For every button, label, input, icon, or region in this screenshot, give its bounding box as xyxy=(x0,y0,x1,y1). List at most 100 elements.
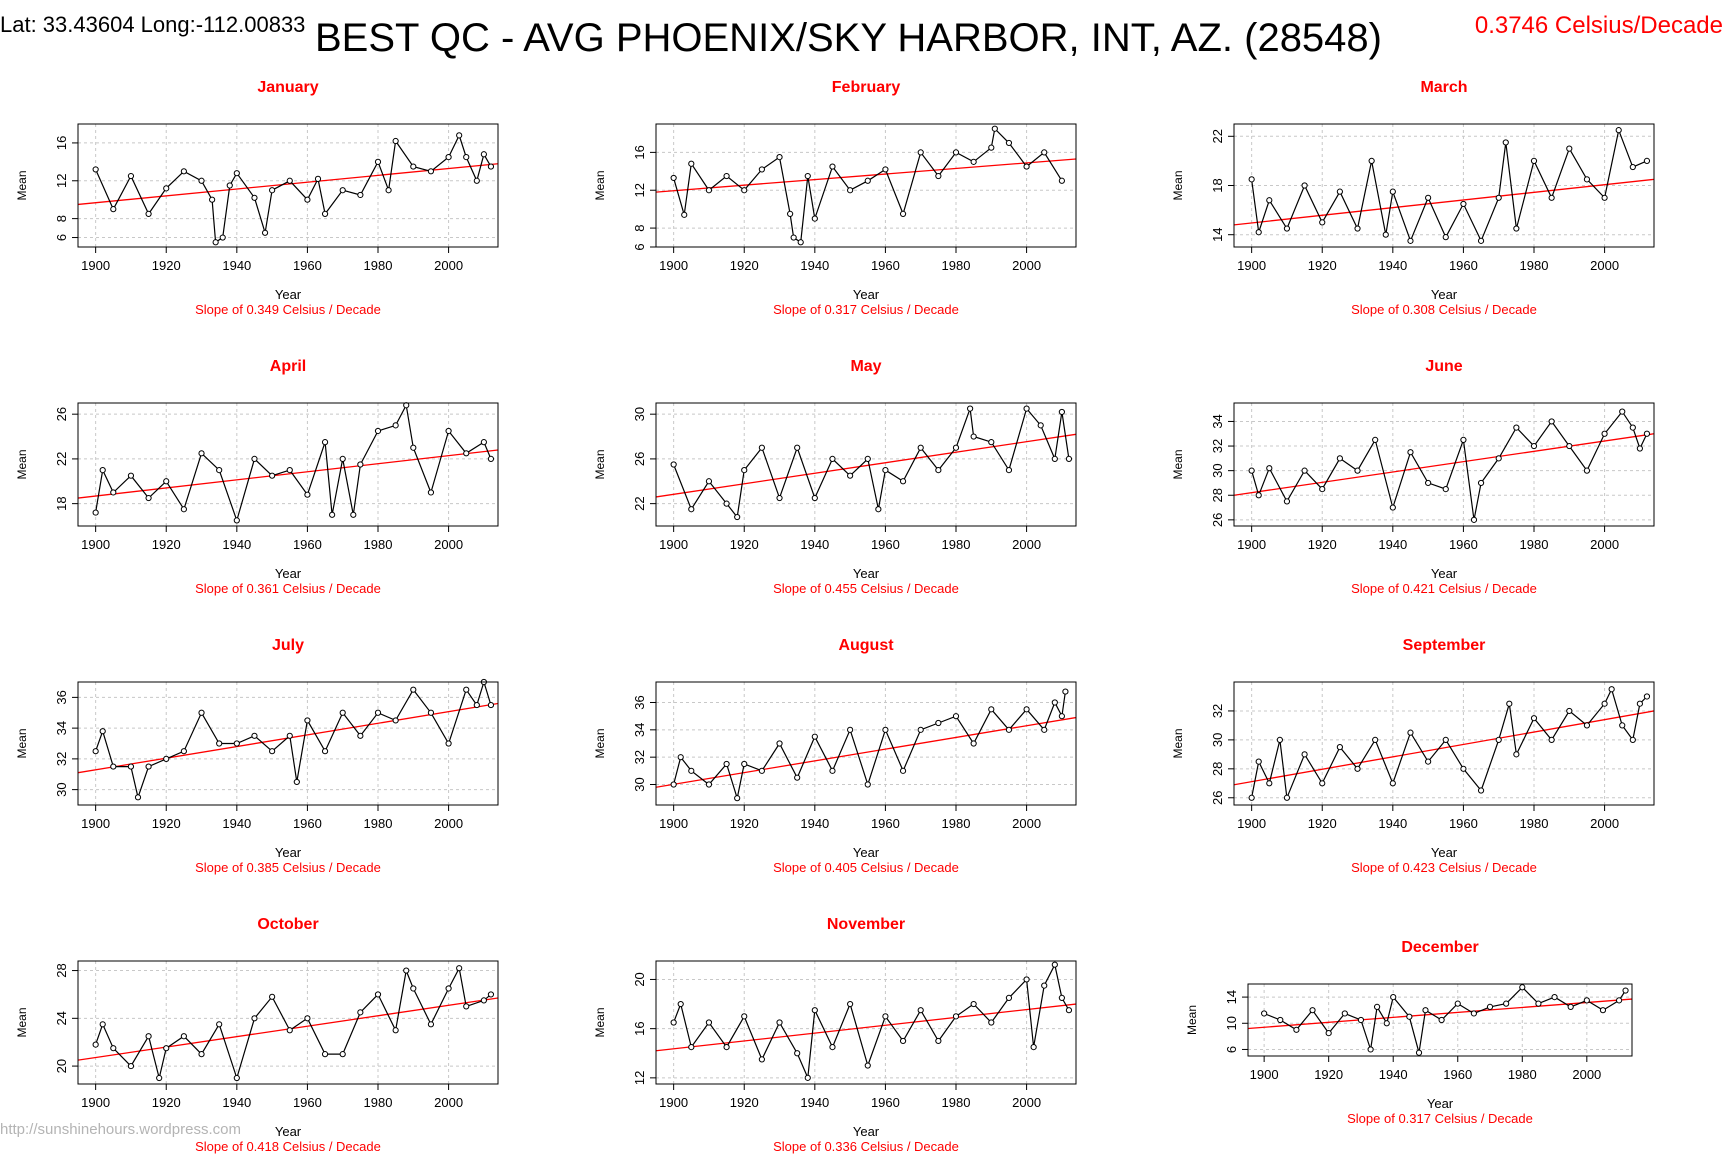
slope-label: Slope of 0.361 Celsius / Decade xyxy=(195,581,381,596)
data-point xyxy=(385,187,392,194)
data-point xyxy=(127,472,135,479)
trend-line xyxy=(1234,178,1654,226)
data-point xyxy=(1460,765,1467,772)
data-point xyxy=(427,489,435,496)
x-tick-label: 2000 xyxy=(1012,537,1041,552)
data-point xyxy=(198,1051,205,1058)
chart-june: 1900 1920 1940 1960 1980 2000 26 28 30 32 34 June Ye… xyxy=(1171,358,1655,596)
data-point xyxy=(321,748,329,755)
slope-label: Slope of 0.349 Celsius / Decade xyxy=(195,302,381,317)
data-point xyxy=(1583,467,1591,474)
data-point xyxy=(1486,1003,1494,1011)
data-point xyxy=(233,1074,240,1082)
plot-frame xyxy=(655,681,1077,806)
data-point xyxy=(935,719,942,727)
x-tick-label: 2000 xyxy=(1012,258,1041,273)
data-point xyxy=(1319,219,1326,226)
x-tick-label: 1900 xyxy=(81,1095,110,1110)
slope-label: Slope of 0.336 Celsius / Decade xyxy=(773,1139,959,1154)
y-tick-label: 30 xyxy=(632,407,647,421)
data-point xyxy=(350,511,357,518)
data-point xyxy=(741,187,748,194)
x-tick-label: 1900 xyxy=(81,537,110,552)
data-point xyxy=(1382,231,1389,238)
x-tick-label: 2000 xyxy=(1012,1095,1041,1110)
data-point xyxy=(374,709,382,716)
y-tick-label: 22 xyxy=(54,452,69,466)
data-point xyxy=(269,187,276,194)
data-point xyxy=(864,177,871,184)
data-point xyxy=(758,444,765,451)
data-point xyxy=(952,1013,960,1020)
data-point xyxy=(145,763,152,770)
data-point xyxy=(1629,163,1636,171)
chart-title: September xyxy=(1403,637,1486,654)
y-tick-label: 16 xyxy=(632,1021,647,1035)
data-point xyxy=(1548,736,1555,743)
data-point xyxy=(216,740,223,747)
data-point xyxy=(1030,1044,1037,1051)
data-point xyxy=(145,1033,152,1040)
data-point xyxy=(811,733,818,740)
data-point xyxy=(357,732,364,739)
data-point xyxy=(1354,225,1361,232)
x-axis-label: Year xyxy=(275,1124,302,1139)
data-point xyxy=(403,967,410,974)
data-point xyxy=(723,760,730,768)
chart-march: 1900 1920 1940 1960 1980 2000 14 18 22 March YearS… xyxy=(1171,79,1655,317)
data-point xyxy=(410,163,417,170)
data-point xyxy=(374,158,382,165)
trend-line xyxy=(656,1003,1076,1052)
x-axis-label: Year xyxy=(853,287,880,302)
data-point xyxy=(1373,1003,1381,1011)
watermark: http://sunshinehours.wordpress.com xyxy=(0,1121,241,1138)
x-tick-label: 1900 xyxy=(1237,537,1266,552)
x-tick-label: 1900 xyxy=(659,1095,688,1110)
data-point xyxy=(1636,700,1643,707)
y-tick-label: 16 xyxy=(54,136,69,150)
data-point xyxy=(1407,237,1414,244)
x-tick-label: 1960 xyxy=(1443,1067,1472,1082)
y-tick-label: 36 xyxy=(54,690,69,704)
chart-title: August xyxy=(838,637,894,654)
series-line xyxy=(95,682,492,800)
data-point xyxy=(180,748,187,755)
data-point xyxy=(1495,455,1502,462)
chart-title: June xyxy=(1425,358,1462,375)
data-point xyxy=(1023,706,1030,713)
data-point xyxy=(1583,997,1590,1004)
plot-frame xyxy=(1247,983,1633,1057)
data-point xyxy=(1266,465,1273,472)
x-tick-label: 1960 xyxy=(871,537,900,552)
data-point xyxy=(864,455,871,463)
data-point xyxy=(705,187,713,194)
y-tick-label: 30 xyxy=(54,782,69,796)
x-axis-label: Year xyxy=(1427,1096,1454,1111)
data-point xyxy=(670,174,677,182)
data-point xyxy=(776,740,783,747)
data-point xyxy=(1601,194,1608,201)
data-point xyxy=(1277,1016,1284,1024)
data-point xyxy=(1422,1007,1429,1014)
data-point xyxy=(681,211,688,218)
data-point xyxy=(1248,794,1255,801)
data-point xyxy=(1425,194,1432,201)
data-point xyxy=(1643,157,1651,164)
data-point xyxy=(1643,430,1651,437)
chart-title: July xyxy=(272,637,304,654)
data-point xyxy=(1407,449,1414,456)
data-point xyxy=(321,439,329,446)
data-point xyxy=(1519,984,1526,991)
data-point xyxy=(970,740,977,747)
data-point xyxy=(882,166,889,173)
x-tick-label: 1940 xyxy=(1378,258,1407,273)
trend-line xyxy=(78,449,498,499)
data-point xyxy=(110,206,117,213)
x-tick-label: 1980 xyxy=(942,816,971,831)
data-point xyxy=(1619,722,1626,729)
x-tick-label: 1980 xyxy=(942,258,971,273)
data-point xyxy=(286,466,293,474)
data-point xyxy=(1406,1013,1413,1020)
data-point xyxy=(1037,422,1044,429)
